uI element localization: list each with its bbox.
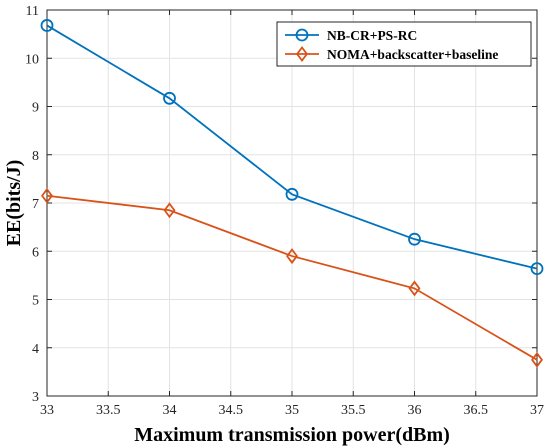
circle-marker-icon [295,28,309,42]
series-line [46,194,538,361]
data-point [41,187,53,204]
y-tick-label: 11 [26,4,39,19]
data-point [285,187,299,201]
y-tick-label: 8 [32,149,39,164]
y-tick-label: 7 [32,197,39,212]
series-1 [40,19,544,276]
y-tick-label: 3 [32,390,39,405]
y-axis-label: EE(bits/J) [3,160,25,247]
diamond-marker-icon [296,46,308,62]
legend-label: NOMA+backscatter+baseline [327,47,498,62]
series-group [40,19,544,368]
x-tick-label: 36.5 [464,403,489,418]
x-tick-label: 35 [285,403,299,418]
x-tick-label: 37 [530,403,544,418]
legend-box [276,21,532,67]
legend: NB-CR+PS-RC NOMA+backscatter+baseline [276,21,532,67]
data-point [40,19,54,32]
data-point [163,91,176,105]
series-2 [41,187,543,368]
x-axis-label: Maximum transmission power(dBm) [134,424,450,446]
data-point [163,202,176,219]
x-tick-label: 34.5 [219,403,244,418]
x-tick-label: 35.5 [341,403,366,418]
x-tick-label: 34 [163,403,177,418]
legend-label: NB-CR+PS-RC [327,28,417,43]
y-tick-label: 5 [32,294,39,309]
data-point [531,351,543,368]
x-tick-label: 33.5 [96,403,121,418]
legend-item: NOMA+backscatter+baseline [285,46,498,62]
y-tick-label: 9 [32,101,39,116]
y-tick-label: 6 [32,245,39,260]
data-point [408,232,421,246]
grid-lines [46,9,538,397]
y-tick-label: 4 [32,342,39,357]
x-tick-label: 36 [408,403,422,418]
y-tick-label: 10 [25,52,39,67]
data-point [286,248,298,265]
data-point [530,262,544,276]
legend-item: NB-CR+PS-RC [285,28,417,43]
series-line [46,24,538,270]
data-point [408,280,421,297]
x-tick-label: 33 [40,403,54,418]
